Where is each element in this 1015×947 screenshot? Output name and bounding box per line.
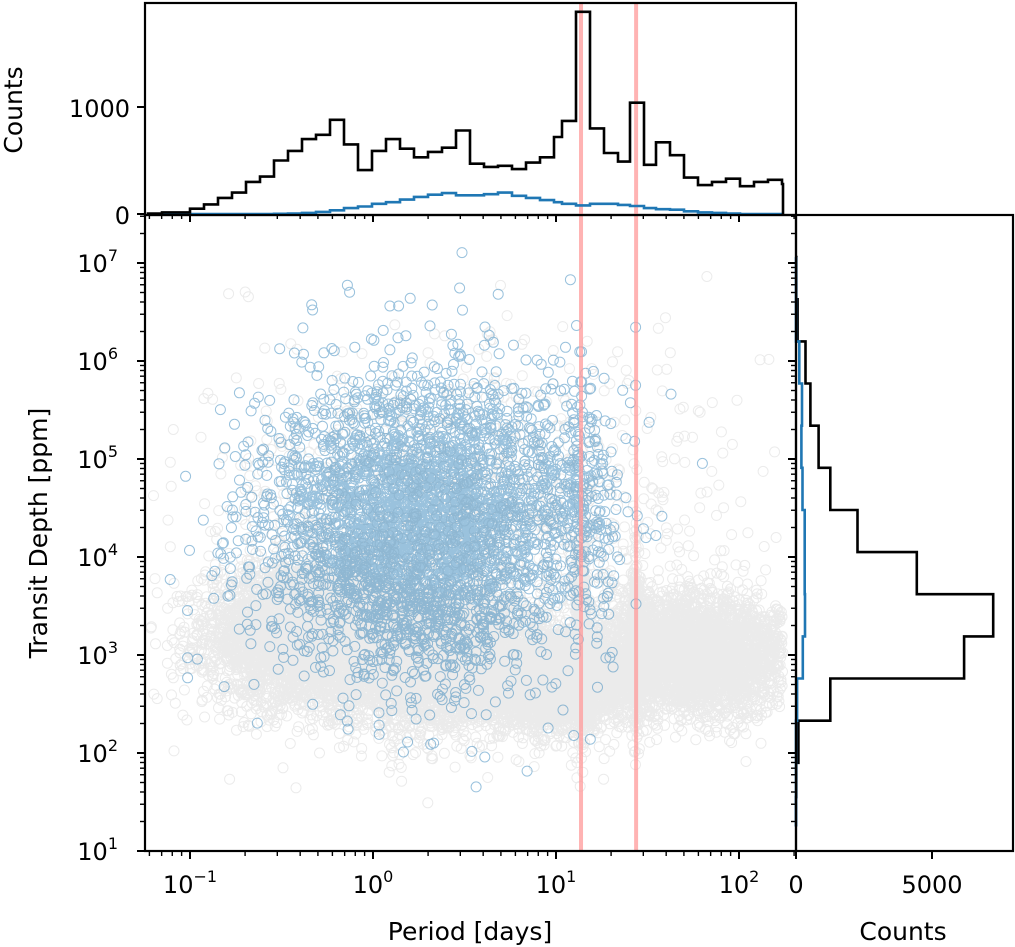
x-tick-label: 100 <box>353 867 394 899</box>
right-x-axis-label: Counts <box>859 917 946 946</box>
top-ytick-label-1000: 1000 <box>69 95 130 123</box>
main-scatter-panel: 10−1 100 101 102 101 102 103 104 105 106 107 Peri… <box>24 215 796 946</box>
main-y-axis-ticks: 101 102 103 104 105 106 107 <box>77 216 145 866</box>
y-tick-label: 105 <box>77 442 118 474</box>
x-tick-label: 10−1 <box>163 867 217 899</box>
y-tick-label: 103 <box>77 638 118 670</box>
period-histogram-all <box>148 12 783 214</box>
y-tick-label: 106 <box>77 344 118 376</box>
y-axis-label: Transit Depth [ppm] <box>24 408 53 659</box>
y-tick-label: 102 <box>77 736 118 768</box>
y-tick-label: 107 <box>77 246 118 278</box>
x-axis-label: Period [days] <box>388 917 552 946</box>
period-histogram-panel: 0 1000 Counts <box>0 3 796 230</box>
right-xtick-label-5000: 5000 <box>901 871 962 899</box>
y-tick-label: 104 <box>77 540 118 572</box>
right-xtick-label-0: 0 <box>788 871 803 899</box>
depth-histogram-all <box>796 257 993 826</box>
top-ytick-label-0: 0 <box>115 202 130 230</box>
period-histogram-highlighted <box>148 193 783 214</box>
depth-histogram-panel: 0 5000 Counts <box>788 215 1013 946</box>
main-x-axis-ticks: 10−1 100 101 102 <box>149 851 794 899</box>
top-y-axis-label: Counts <box>0 66 28 153</box>
y-tick-label: 101 <box>77 834 118 866</box>
right-axes-frame <box>796 215 1013 851</box>
x-tick-label: 102 <box>719 867 760 899</box>
x-tick-label: 101 <box>536 867 577 899</box>
